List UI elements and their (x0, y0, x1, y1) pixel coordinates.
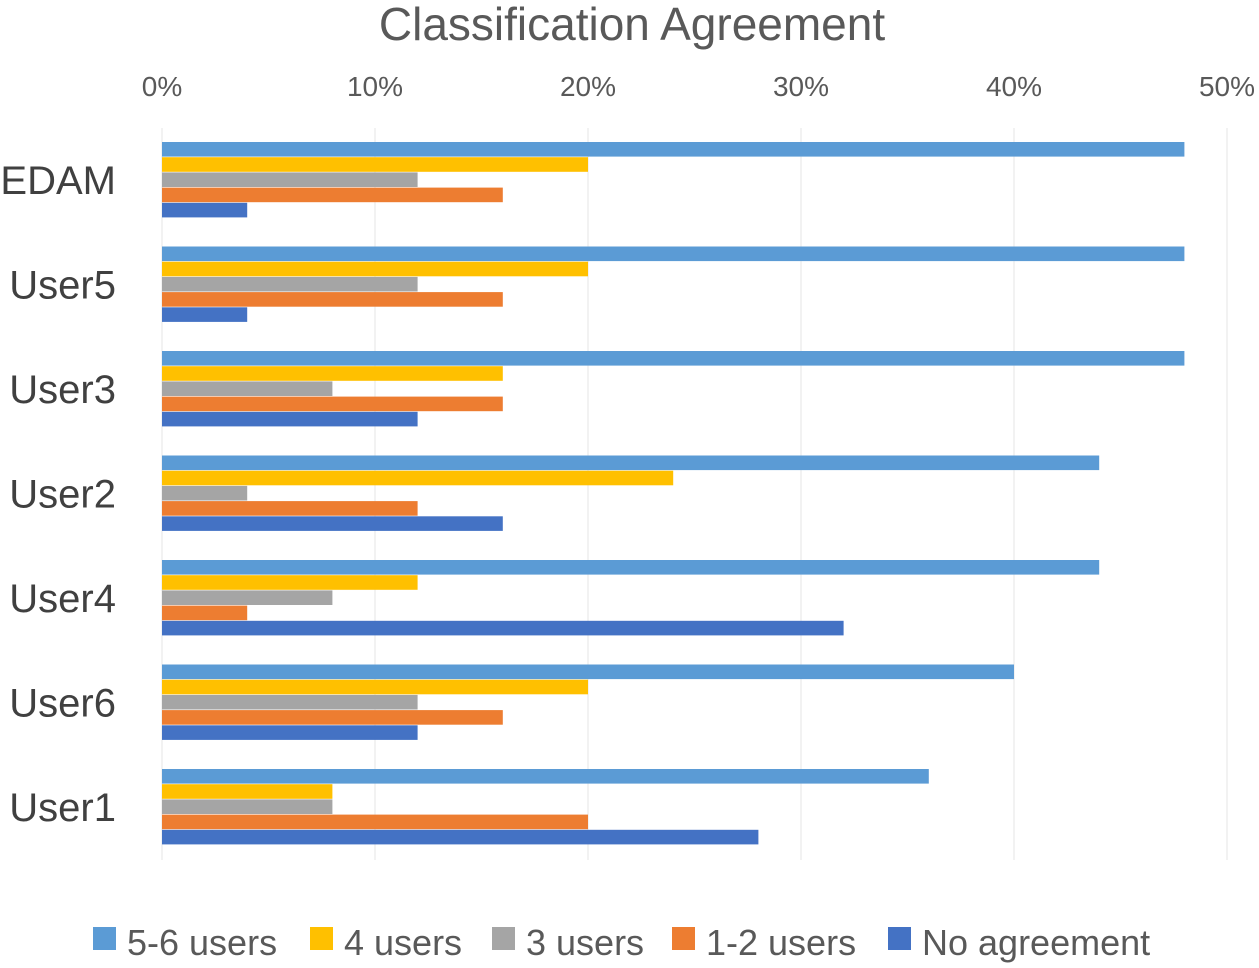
bar (162, 575, 418, 590)
legend-swatch (888, 927, 911, 950)
bar (162, 710, 503, 725)
bar (162, 157, 588, 172)
bar (162, 276, 418, 292)
x-tick-label: 30% (773, 71, 829, 102)
bar (162, 455, 1100, 471)
legend-swatch (492, 927, 515, 950)
bar (162, 142, 1185, 157)
bar (162, 501, 418, 516)
category-labels: EDAM User5 User3 User2 User4 User6 User1 (0, 159, 116, 830)
bar (162, 590, 333, 605)
legend-label: 3 users (526, 922, 644, 963)
bar (162, 246, 1185, 262)
bar (162, 172, 418, 187)
bar (162, 396, 503, 412)
category-label: User4 (9, 577, 116, 621)
category-label: User2 (9, 473, 116, 517)
legend-label: 5-6 users (127, 922, 277, 963)
bar (162, 411, 418, 427)
bar (162, 470, 674, 486)
bar (162, 829, 759, 845)
x-tick-label: 50% (1199, 71, 1255, 102)
x-axis-ticks: 0% 10% 20% 30% 40% 50% (142, 71, 1255, 102)
bar (162, 769, 929, 784)
x-tick-label: 10% (347, 71, 403, 102)
x-tick-label: 40% (986, 71, 1042, 102)
gridlines (161, 128, 1228, 860)
bar (162, 605, 248, 621)
legend-swatch (310, 927, 333, 950)
category-label: User3 (9, 368, 116, 412)
bar (162, 679, 588, 695)
x-tick-label: 0% (142, 71, 182, 102)
bars (162, 142, 1185, 845)
bar (162, 814, 588, 830)
chart-title: Classification Agreement (379, 0, 885, 50)
legend-label: 4 users (344, 922, 462, 963)
bar (162, 516, 503, 531)
bar (162, 292, 503, 307)
category-label: EDAM (0, 159, 116, 203)
bar (162, 799, 333, 814)
bar (162, 381, 333, 396)
bar (162, 784, 333, 799)
bar (162, 366, 503, 381)
bar (162, 351, 1185, 366)
bar (162, 664, 1014, 680)
bar (162, 261, 588, 277)
legend-label: No agreement (922, 922, 1150, 963)
legend-swatch (672, 927, 695, 950)
bar (162, 187, 503, 203)
bar (162, 694, 418, 710)
legend: 5-6 users 4 users 3 users 1-2 users No agree… (93, 922, 1150, 963)
bar (162, 725, 418, 740)
category-label: User1 (9, 786, 116, 830)
bar (162, 620, 844, 636)
category-label: User6 (9, 682, 116, 726)
x-tick-label: 20% (560, 71, 616, 102)
legend-swatch (93, 927, 116, 950)
category-label: User5 (9, 264, 116, 308)
bar (162, 485, 248, 501)
bar (162, 560, 1100, 575)
legend-label: 1-2 users (706, 922, 856, 963)
bar (162, 202, 248, 218)
bar (162, 307, 248, 322)
